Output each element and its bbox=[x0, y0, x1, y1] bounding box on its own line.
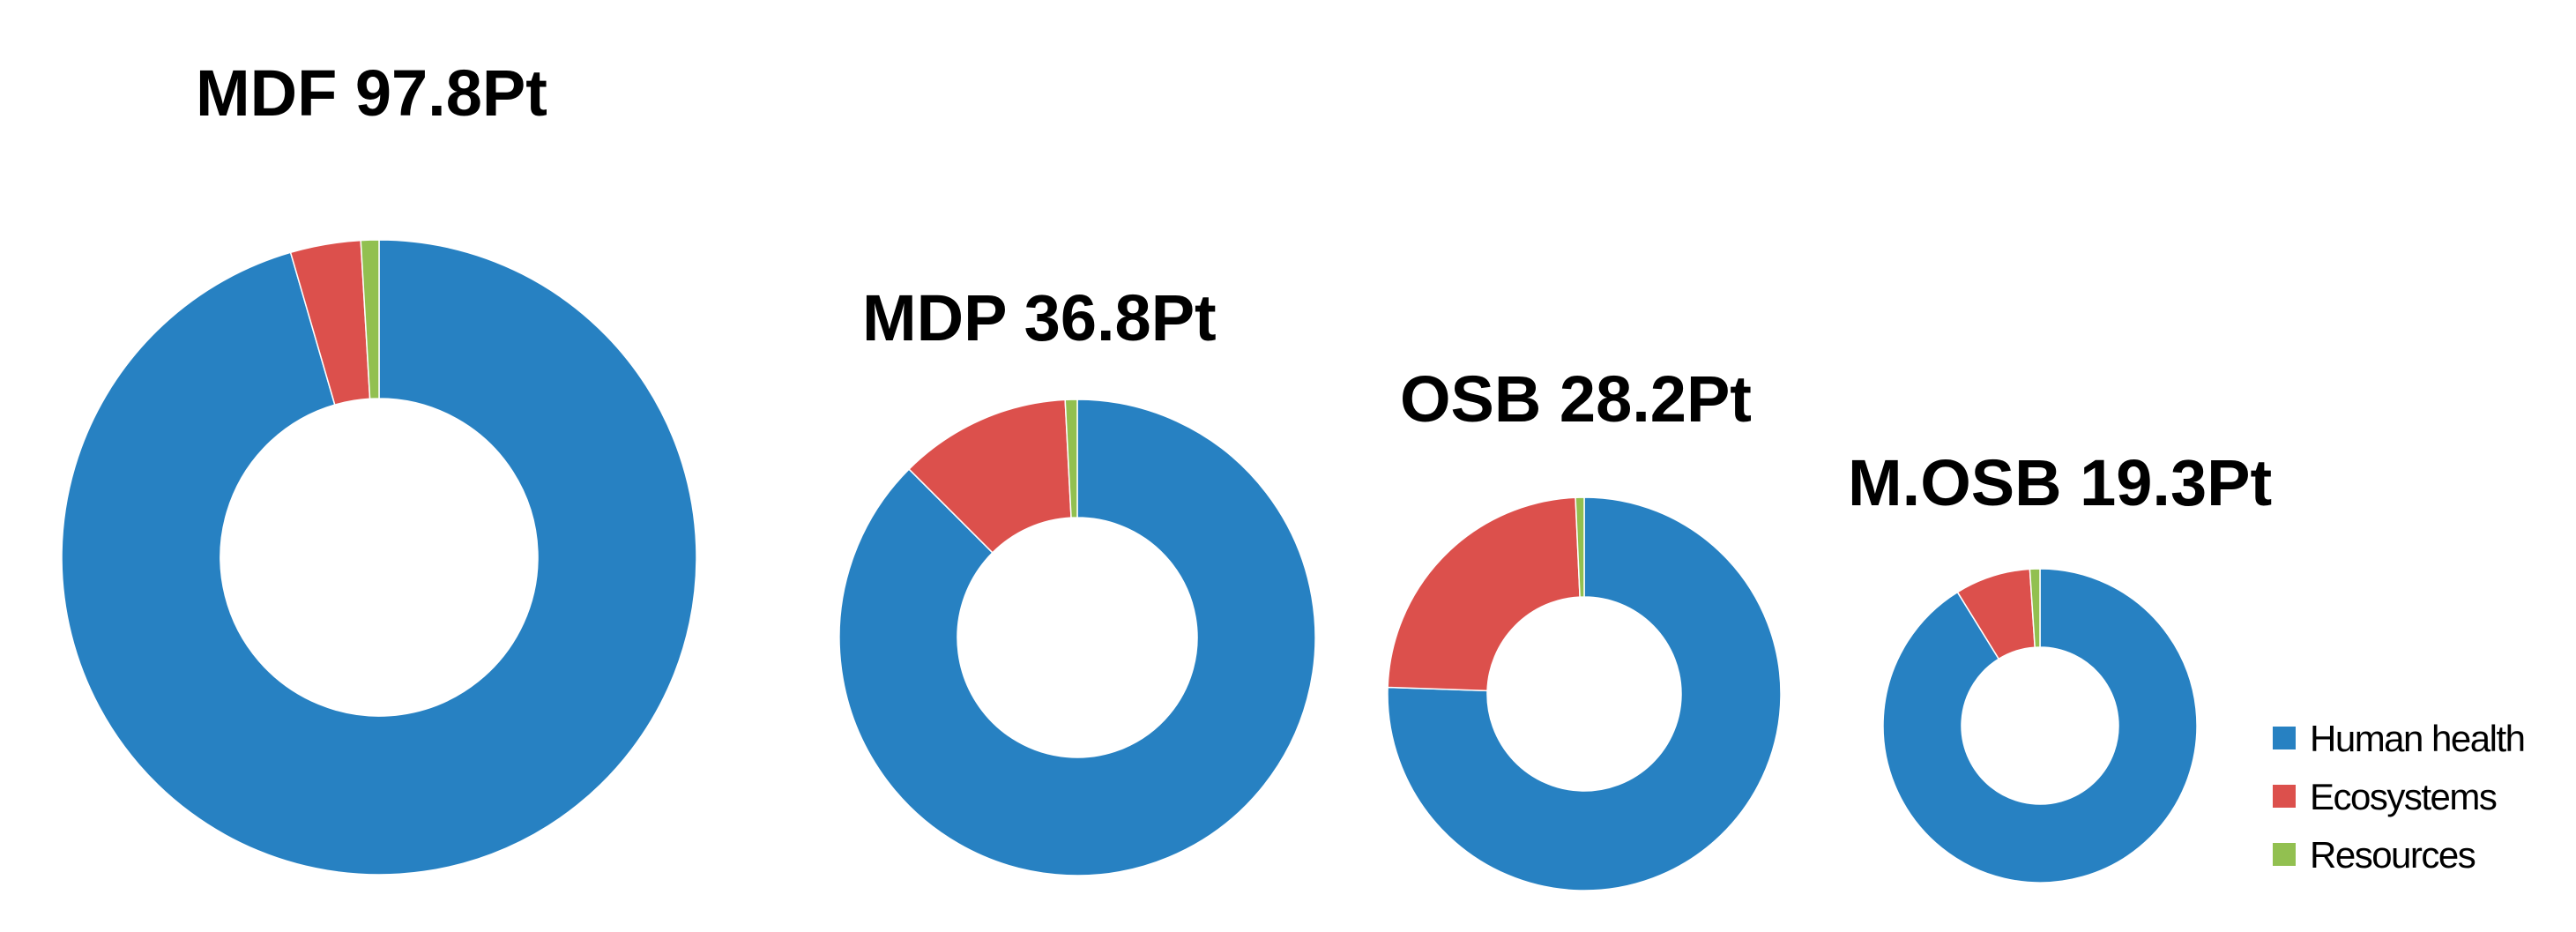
slice-m-osb-19-3pt-human-health bbox=[1882, 568, 2198, 884]
slice-osb-28-2pt-resources bbox=[1575, 496, 1585, 598]
legend: Human health Ecosystems Resources bbox=[2273, 718, 2526, 876]
legend-label-resources: Resources bbox=[2310, 834, 2475, 876]
legend-label-ecosystems: Ecosystems bbox=[2310, 776, 2497, 817]
legend-swatch-ecosystems bbox=[2273, 785, 2296, 808]
donut-mdf bbox=[61, 239, 697, 876]
slice-osb-28-2pt-human-health bbox=[1387, 496, 1782, 891]
chart-title-mdf: MDF 97.8Pt bbox=[196, 56, 547, 130]
chart-title-m-osb: M.OSB 19.3Pt bbox=[1848, 446, 2272, 519]
chart-title-osb: OSB 28.2Pt bbox=[1400, 362, 1752, 436]
legend-swatch-resources bbox=[2273, 843, 2296, 866]
slice-mdp-36-8pt-resources bbox=[1064, 399, 1078, 518]
slice-mdf-97-8pt-resources bbox=[360, 239, 380, 400]
chart-title-mdp: MDP 36.8Pt bbox=[862, 281, 1217, 354]
slice-mdf-97-8pt-human-health bbox=[61, 239, 697, 876]
slice-mdp-36-8pt-human-health bbox=[838, 399, 1316, 876]
slice-osb-28-2pt-ecosystems bbox=[1387, 496, 1581, 692]
donut-mdp bbox=[838, 399, 1316, 876]
slice-m-osb-19-3pt-resources bbox=[2029, 568, 2041, 648]
legend-label-human-health: Human health bbox=[2310, 718, 2525, 759]
donut-m-osb bbox=[1882, 568, 2198, 884]
donut-osb bbox=[1387, 496, 1782, 891]
legend-swatch-human-health bbox=[2273, 727, 2296, 749]
